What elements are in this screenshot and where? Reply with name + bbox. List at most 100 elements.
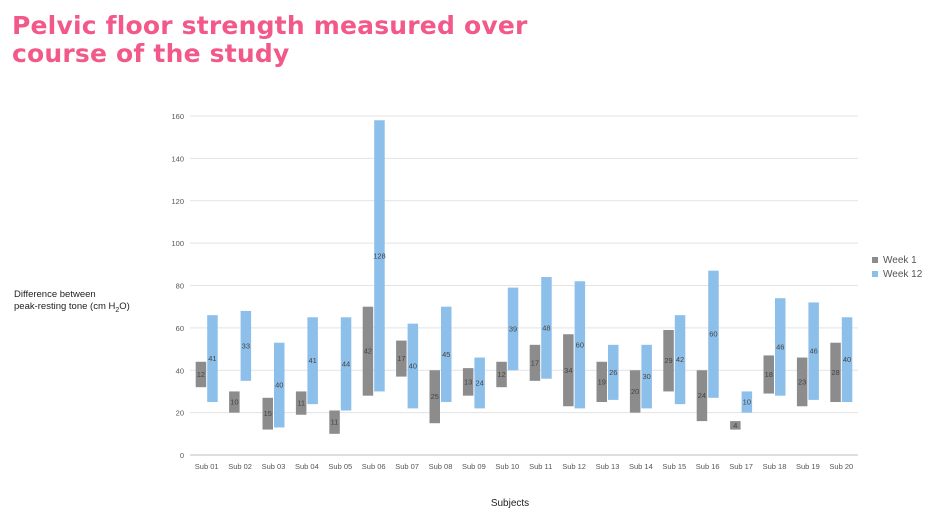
bar-week1 <box>362 306 374 396</box>
x-tick-label: Sub 16 <box>696 462 720 471</box>
legend-swatch-week1 <box>872 257 878 263</box>
data-label-week1: 29 <box>664 356 672 365</box>
data-label-week1: 10 <box>230 398 238 407</box>
y-tick-label: 40 <box>176 366 184 375</box>
data-label-week1: 15 <box>264 409 272 418</box>
y-tick-label: 140 <box>171 154 184 163</box>
bar-week12 <box>541 277 552 379</box>
x-tick-label: Sub 20 <box>829 462 853 471</box>
x-tick-label: Sub 02 <box>228 462 252 471</box>
bar-week1 <box>629 370 641 413</box>
data-label-week1: 18 <box>765 370 773 379</box>
y-tick-label: 80 <box>176 282 184 291</box>
y-tick-label: 120 <box>171 197 184 206</box>
bar-week12 <box>775 298 786 396</box>
x-tick-label: Sub 03 <box>262 462 286 471</box>
bar-week1 <box>295 391 307 415</box>
bar-week1 <box>696 370 708 422</box>
y-tick-label: 100 <box>171 239 184 248</box>
bar-week12 <box>307 317 318 405</box>
data-label-week12: 40 <box>275 381 283 390</box>
x-tick-label: Sub 04 <box>295 462 319 471</box>
bar-week12 <box>708 270 719 398</box>
data-label-week1: 11 <box>297 399 305 408</box>
data-label-week12: 10 <box>743 398 751 407</box>
data-label-week12: 46 <box>776 342 784 351</box>
x-tick-label: Sub 12 <box>562 462 586 471</box>
bar-week1 <box>195 361 207 388</box>
data-label-week1: 13 <box>464 377 472 386</box>
bar-week12 <box>474 357 485 409</box>
bar-week1 <box>396 340 407 377</box>
bar-week12 <box>274 342 285 428</box>
bar-week1 <box>596 361 607 403</box>
data-label-week12: 40 <box>843 355 851 364</box>
bar-week1 <box>730 421 741 430</box>
bar-week1 <box>663 329 674 392</box>
data-label-week1: 11 <box>331 418 339 427</box>
data-label-week12: 33 <box>242 341 250 350</box>
x-axis-title: Subjects <box>490 498 530 509</box>
data-label-week1: 20 <box>631 387 639 396</box>
data-label-week12: 41 <box>208 354 216 363</box>
bar-week1 <box>763 355 774 394</box>
data-label-week12: 60 <box>576 340 584 349</box>
bar-week12 <box>374 120 385 392</box>
y-axis-title: Difference between peak-resting tone (cm… <box>14 289 154 317</box>
y-tick-label: 160 <box>171 112 184 121</box>
x-tick-label: Sub 19 <box>796 462 820 471</box>
data-label-week1: 12 <box>197 370 205 379</box>
bar-week1 <box>329 410 340 434</box>
x-tick-label: Sub 01 <box>195 462 219 471</box>
legend-item-week12: Week 12 <box>872 267 922 281</box>
bar-week1 <box>496 361 507 388</box>
bar-week12 <box>340 317 352 411</box>
x-tick-label: Sub 05 <box>328 462 352 471</box>
data-label-week12: 45 <box>442 350 450 359</box>
x-tick-label: Sub 13 <box>596 462 620 471</box>
data-label-week1: 23 <box>798 377 806 386</box>
y-axis-title-line1: Difference between <box>14 289 96 300</box>
bar-week12 <box>574 281 586 409</box>
legend: Week 1 Week 12 <box>872 253 922 281</box>
bar-week12 <box>441 306 452 403</box>
bar-week12 <box>507 287 519 371</box>
data-label-week1: 12 <box>497 370 505 379</box>
y-axis-title-line2: peak-resting tone (cm H2O) <box>14 301 130 314</box>
data-label-week1: 4 <box>733 421 737 430</box>
data-label-week12: 40 <box>409 362 417 371</box>
data-label-week12: 30 <box>642 372 650 381</box>
legend-item-week1: Week 1 <box>872 253 922 267</box>
bar-week12 <box>641 344 652 409</box>
bar-week1 <box>429 370 440 424</box>
bar-week12 <box>207 315 218 403</box>
bar-week12 <box>608 344 619 400</box>
data-label-week1: 34 <box>564 366 572 375</box>
data-label-week1: 24 <box>698 391 706 400</box>
bar-week1 <box>796 357 808 407</box>
data-label-week1: 42 <box>364 347 372 356</box>
data-label-week12: 26 <box>609 368 617 377</box>
data-label-week1: 17 <box>531 358 539 367</box>
legend-label-week1: Week 1 <box>883 254 917 266</box>
x-tick-label: Sub 15 <box>662 462 686 471</box>
data-label-week12: 46 <box>809 347 817 356</box>
data-label-week12: 44 <box>342 359 350 368</box>
bar-week12 <box>674 315 686 405</box>
data-label-week1: 28 <box>831 368 839 377</box>
x-tick-label: Sub 17 <box>729 462 753 471</box>
data-label-week12: 48 <box>542 323 550 332</box>
bar-week1 <box>462 368 474 396</box>
x-tick-label: Sub 08 <box>429 462 453 471</box>
legend-label-week12: Week 12 <box>883 268 923 280</box>
x-tick-label: Sub 09 <box>462 462 486 471</box>
y-tick-label: 60 <box>176 324 184 333</box>
y-tick-label: 20 <box>176 409 184 418</box>
x-tick-label: Sub 06 <box>362 462 386 471</box>
x-tick-label: Sub 10 <box>495 462 519 471</box>
bar-week12 <box>741 391 753 413</box>
bar-week12 <box>240 310 252 381</box>
bar-week12 <box>841 317 853 403</box>
bar-week12 <box>407 323 419 409</box>
